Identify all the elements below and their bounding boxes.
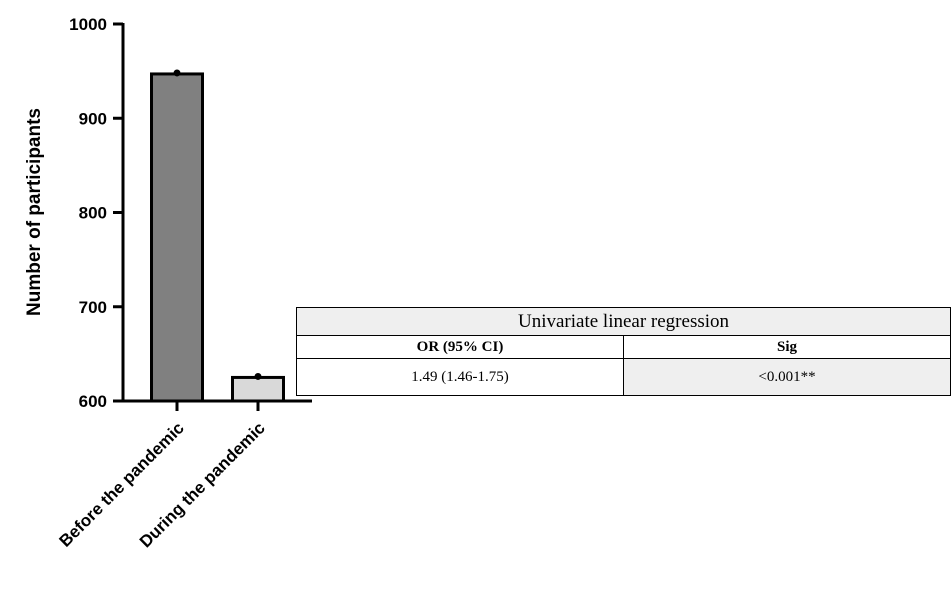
y-tick-label: 900 bbox=[79, 109, 107, 128]
bar bbox=[231, 375, 285, 403]
y-tick-label: 700 bbox=[79, 298, 107, 317]
y-tick-label: 600 bbox=[79, 392, 107, 411]
table-title: Univariate linear regression bbox=[296, 307, 951, 336]
header-or-ci: OR (95% CI) bbox=[296, 335, 624, 359]
header-sig: Sig bbox=[623, 335, 951, 359]
value-sig: <0.001** bbox=[623, 358, 951, 396]
y-tick-label: 1000 bbox=[69, 15, 107, 34]
data-point bbox=[254, 372, 262, 380]
value-or-ci: 1.49 (1.46-1.75) bbox=[296, 358, 624, 396]
y-tick-label: 800 bbox=[79, 204, 107, 223]
bar bbox=[150, 72, 204, 403]
regression-table: Univariate linear regression OR (95% CI)… bbox=[296, 307, 951, 396]
y-axis-ticks: 600 700 800 900 1000 bbox=[69, 15, 123, 411]
bars bbox=[150, 69, 285, 403]
table-title-row: Univariate linear regression bbox=[296, 307, 951, 336]
table-header-row: OR (95% CI) Sig bbox=[296, 335, 951, 359]
table-row: 1.49 (1.46-1.75) <0.001** bbox=[296, 358, 951, 396]
y-axis-title: Number of participants bbox=[24, 108, 45, 316]
data-point bbox=[173, 69, 181, 77]
